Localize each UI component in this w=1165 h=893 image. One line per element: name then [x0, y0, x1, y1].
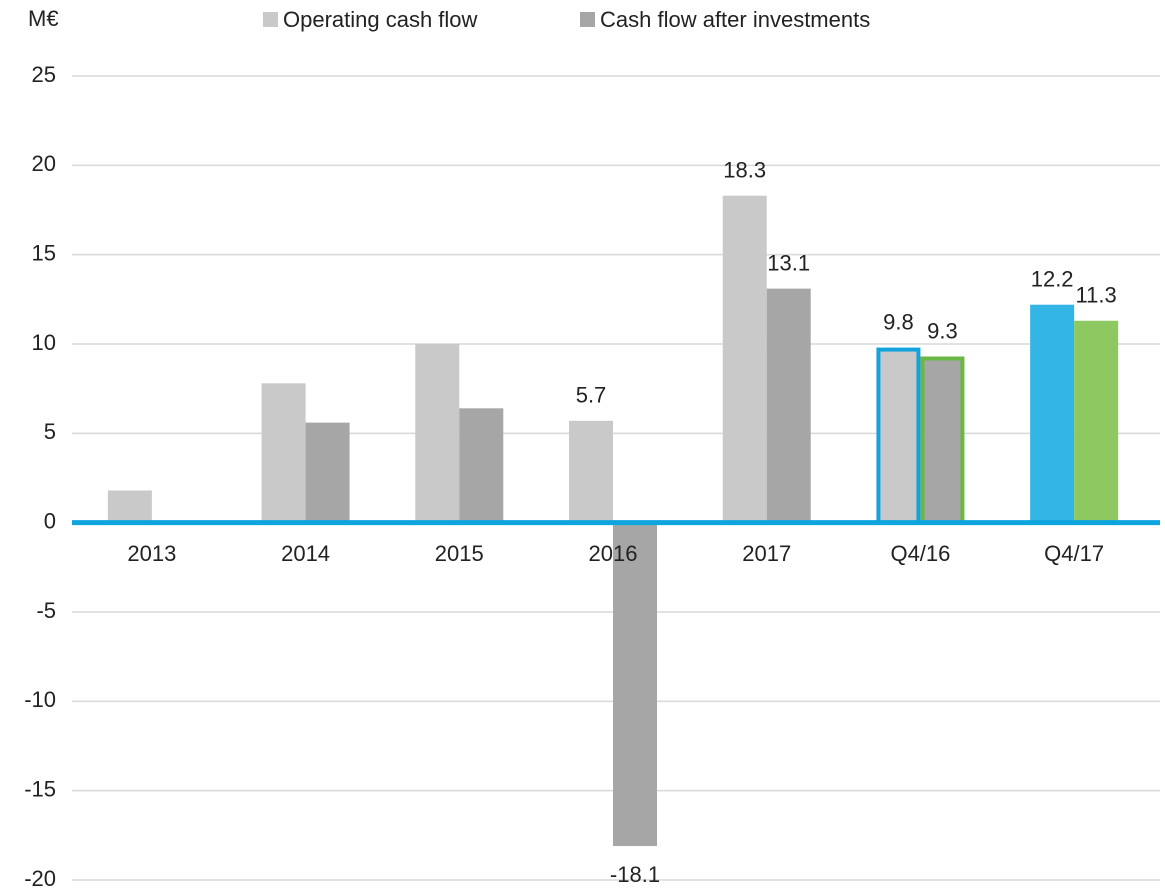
bar: [920, 356, 965, 525]
x-tick-label: Q4/17: [1044, 541, 1104, 566]
y-tick-label: -5: [36, 598, 56, 623]
legend-label: Operating cash flow: [283, 7, 478, 32]
x-tick-label: 2014: [281, 541, 330, 566]
y-axis-label: M€: [28, 6, 59, 31]
bar: [415, 344, 460, 523]
y-tick-label: 0: [44, 508, 56, 533]
data-label: 11.3: [1076, 283, 1117, 308]
x-tick-label: 2015: [435, 541, 484, 566]
legend-swatch: [263, 12, 278, 27]
bar: [459, 408, 504, 523]
bar: [1074, 320, 1119, 523]
bar: [261, 383, 306, 523]
y-tick-label: 15: [32, 240, 56, 265]
data-label: 18.3: [723, 158, 766, 183]
y-tick-label: -15: [24, 776, 56, 801]
y-tick-label: -20: [24, 866, 56, 891]
data-label: 12.2: [1031, 267, 1074, 292]
bar: [1030, 304, 1075, 523]
data-label: 5.7: [576, 383, 607, 408]
y-tick-label: -10: [24, 687, 56, 712]
y-tick-label: 25: [32, 62, 56, 87]
x-tick-label: 2017: [742, 541, 791, 566]
bar: [766, 288, 811, 523]
legend-swatch: [580, 12, 595, 27]
data-label: -18.1: [610, 862, 660, 887]
bar: [107, 490, 152, 523]
data-label: 9.3: [927, 318, 958, 343]
y-tick-label: 10: [32, 330, 56, 355]
y-tick-label: 20: [32, 151, 56, 176]
bar: [876, 347, 921, 525]
bar: [722, 195, 767, 523]
data-label: 13.1: [767, 250, 810, 275]
bar: [305, 422, 350, 523]
data-label: 9.8: [883, 309, 914, 334]
bar: [569, 420, 613, 523]
x-tick-label: 2013: [127, 541, 176, 566]
x-tick-label: Q4/16: [890, 541, 950, 566]
bar: [613, 522, 657, 847]
x-tick-label: 2016: [589, 541, 638, 566]
legend-label: Cash flow after investments: [600, 7, 870, 32]
y-tick-label: 5: [44, 419, 56, 444]
